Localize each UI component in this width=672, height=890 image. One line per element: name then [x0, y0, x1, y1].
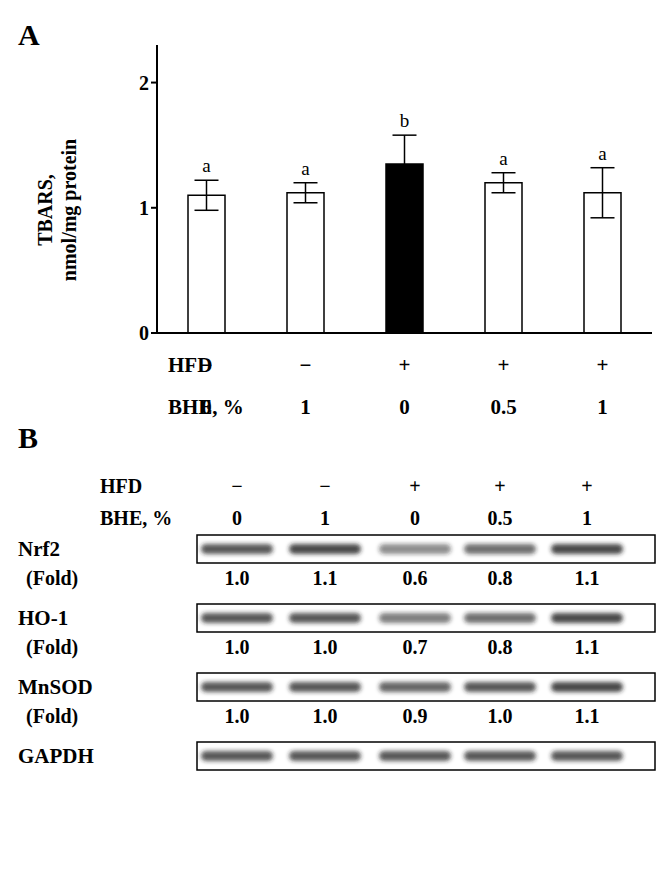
svg-text:(Fold): (Fold)	[26, 567, 78, 590]
svg-text:1.1: 1.1	[575, 636, 600, 658]
svg-text:1: 1	[139, 197, 149, 219]
svg-text:0.8: 0.8	[488, 636, 513, 658]
svg-text:+: +	[409, 475, 420, 497]
svg-text:+: +	[581, 475, 592, 497]
svg-text:1.0: 1.0	[313, 636, 338, 658]
svg-text:0.8: 0.8	[488, 567, 513, 589]
svg-text:a: a	[499, 148, 508, 169]
svg-text:a: a	[598, 143, 607, 164]
svg-text:0: 0	[399, 395, 410, 419]
svg-text:1: 1	[597, 395, 608, 419]
svg-text:BHE, %: BHE, %	[168, 395, 244, 419]
svg-text:1.1: 1.1	[575, 567, 600, 589]
svg-text:TBARS,: TBARS,	[34, 174, 56, 246]
svg-text:+: +	[498, 353, 510, 377]
svg-text:+: +	[399, 353, 411, 377]
svg-text:−: −	[231, 475, 242, 497]
svg-text:1.1: 1.1	[575, 705, 600, 727]
svg-text:A: A	[18, 18, 40, 51]
svg-text:b: b	[400, 110, 410, 131]
svg-text:1.0: 1.0	[313, 705, 338, 727]
svg-text:1: 1	[320, 507, 330, 529]
svg-text:1.0: 1.0	[225, 636, 250, 658]
svg-text:0.9: 0.9	[403, 705, 428, 727]
svg-text:HO-1: HO-1	[18, 606, 68, 630]
svg-text:HFD: HFD	[168, 353, 212, 377]
svg-text:0: 0	[139, 322, 149, 344]
svg-text:1: 1	[582, 507, 592, 529]
svg-text:1.1: 1.1	[313, 567, 338, 589]
svg-text:HFD: HFD	[100, 475, 142, 497]
svg-text:0: 0	[232, 507, 242, 529]
svg-text:1: 1	[300, 395, 311, 419]
svg-text:0.7: 0.7	[403, 636, 428, 658]
svg-text:0.5: 0.5	[490, 395, 516, 419]
svg-text:(Fold): (Fold)	[26, 636, 78, 659]
svg-text:0.5: 0.5	[488, 507, 513, 529]
svg-text:a: a	[301, 158, 310, 179]
svg-text:nmol/mg protein: nmol/mg protein	[58, 139, 81, 281]
svg-text:a: a	[202, 155, 211, 176]
svg-text:1.0: 1.0	[225, 705, 250, 727]
svg-text:Nrf2: Nrf2	[18, 537, 60, 561]
svg-text:BHE, %: BHE, %	[100, 507, 172, 529]
svg-text:MnSOD: MnSOD	[18, 675, 93, 699]
svg-text:1.0: 1.0	[488, 705, 513, 727]
svg-text:−: −	[319, 475, 330, 497]
svg-text:GAPDH: GAPDH	[18, 744, 94, 768]
svg-text:+: +	[494, 475, 505, 497]
svg-text:1.0: 1.0	[225, 567, 250, 589]
svg-text:+: +	[597, 353, 609, 377]
svg-text:−: −	[300, 353, 312, 377]
svg-text:0: 0	[410, 507, 420, 529]
svg-text:2: 2	[139, 72, 149, 94]
svg-text:B: B	[18, 421, 38, 454]
svg-text:0.6: 0.6	[403, 567, 428, 589]
svg-text:(Fold): (Fold)	[26, 705, 78, 728]
